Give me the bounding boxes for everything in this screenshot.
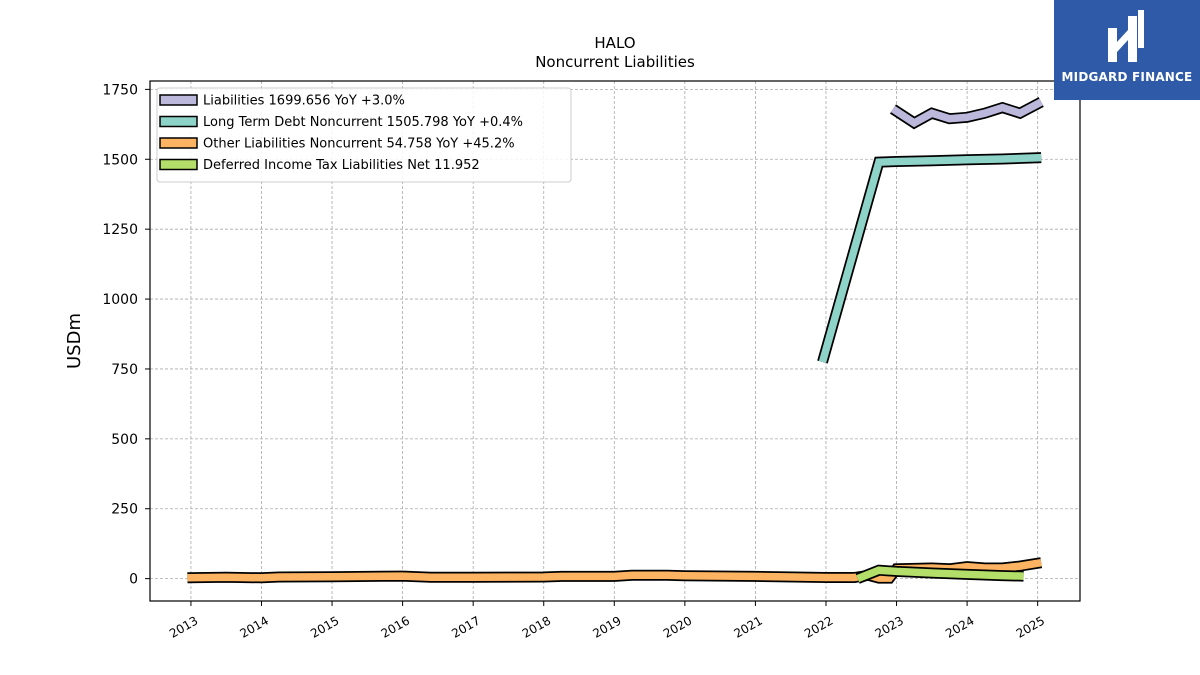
legend-label: Other Liabilities Noncurrent 54.758 YoY …	[203, 137, 515, 152]
x-tick-label: 2020	[661, 613, 694, 640]
x-tick-label: 2014	[238, 613, 271, 640]
legend-label: Deferred Income Tax Liabilities Net 11.9…	[203, 158, 480, 173]
legend-label: Long Term Debt Noncurrent 1505.798 YoY +…	[203, 115, 523, 130]
brand-logo: MIDGARD FINANCE	[1054, 0, 1200, 100]
x-tick-label: 2016	[379, 613, 412, 640]
series-2	[187, 557, 1043, 584]
legend: Liabilities 1699.656 YoY +3.0% Long Term …	[156, 87, 572, 183]
legend-box	[156, 87, 572, 183]
series-line	[890, 98, 1043, 128]
plot-frame	[149, 80, 1081, 602]
x-tick-label: 2023	[873, 613, 906, 640]
y-tick-label: 1250	[102, 222, 138, 238]
x-tick-label: 2015	[308, 613, 341, 640]
x-tick-label: 2022	[802, 613, 835, 640]
x-tick-label: 2021	[731, 613, 764, 640]
x-tick-label: 2018	[520, 613, 553, 640]
brand-name: MIDGARD FINANCE	[1061, 70, 1193, 84]
x-tick-label: 2025	[1014, 613, 1047, 640]
x-axis: 2013 2014 2015 2016 2017 2018 2019 2020 2021 2022…	[167, 601, 1047, 641]
series-line	[856, 566, 1024, 583]
y-tick-label: 0	[129, 572, 138, 588]
midgard-logo-icon	[1108, 10, 1144, 62]
chart-subtitle-text: Noncurrent Liabilities	[535, 53, 695, 71]
legend-swatch	[159, 115, 198, 128]
series-1	[817, 152, 1042, 364]
legend-label: Liabilities 1699.656 YoY +3.0%	[203, 94, 405, 109]
series-line-outline	[817, 152, 1042, 364]
series-3	[855, 564, 1024, 584]
legend-swatch	[159, 137, 198, 149]
series-0	[889, 97, 1044, 130]
x-tick-label: 2024	[943, 613, 976, 640]
y-tick-label: 500	[111, 432, 138, 448]
series-lines	[187, 97, 1044, 584]
y-axis: 0 250 500 750 1000 1250 1500 1750	[102, 82, 150, 588]
y-tick-label: 1500	[102, 152, 138, 168]
y-axis-label: USDm	[64, 313, 85, 369]
x-tick-label: 2013	[167, 613, 200, 640]
x-tick-label: 2019	[590, 613, 623, 640]
y-tick-label: 1750	[102, 82, 138, 98]
y-tick-label: 750	[111, 362, 138, 378]
series-line	[818, 153, 1042, 364]
x-tick-label: 2017	[449, 613, 482, 640]
chart-title: HALO Noncurrent Liabilities	[535, 34, 695, 71]
legend-swatch	[159, 158, 198, 171]
chart-title-text: HALO	[594, 34, 635, 52]
y-tick-label: 250	[111, 502, 138, 518]
series-line	[187, 558, 1042, 582]
legend-swatch	[159, 94, 198, 106]
y-tick-label: 1000	[102, 292, 138, 308]
